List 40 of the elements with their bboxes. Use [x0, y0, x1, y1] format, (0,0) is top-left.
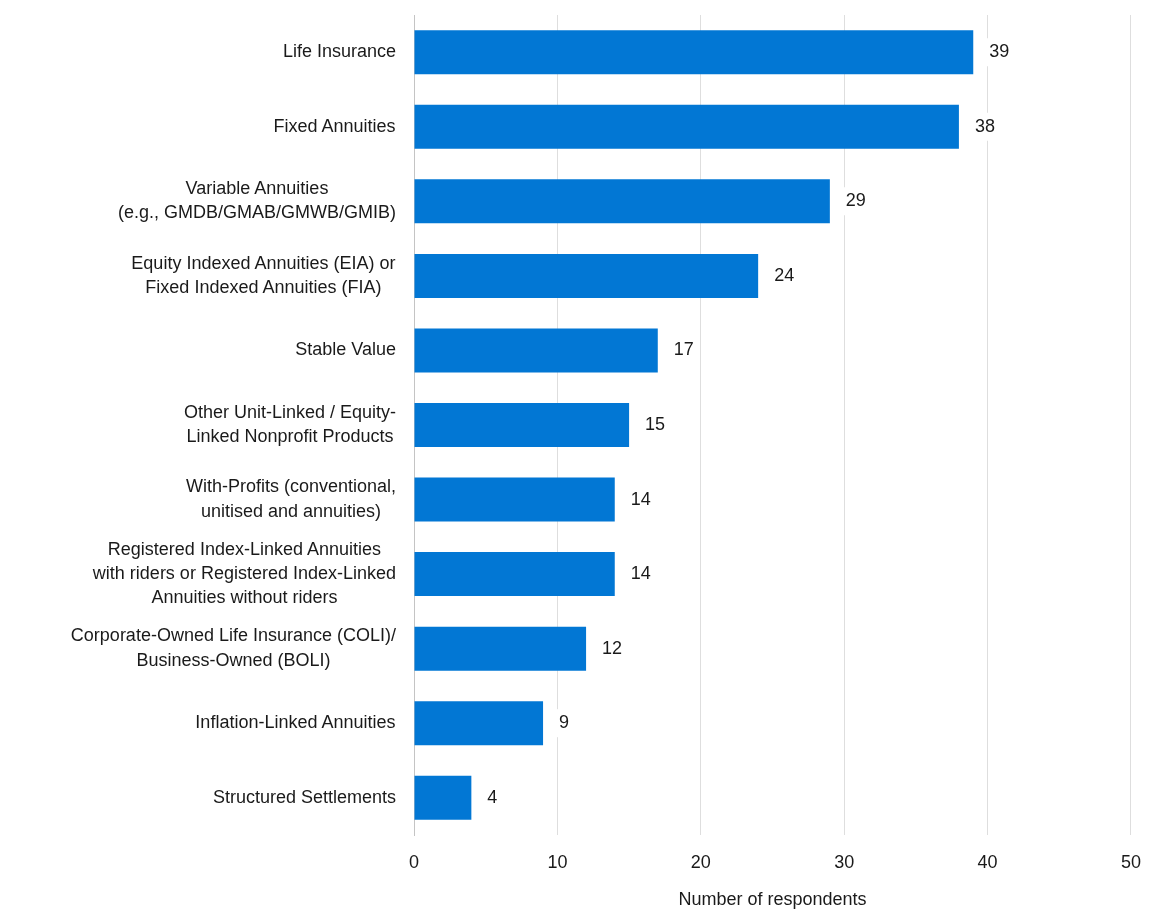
bar: [414, 552, 615, 597]
bar: [414, 104, 959, 149]
bar: [414, 626, 587, 671]
x-tick-label: 20: [690, 851, 711, 872]
data-label: 15: [645, 413, 666, 434]
bar: [414, 179, 830, 224]
bar: [414, 30, 974, 75]
bar: [414, 477, 615, 522]
data-label: 12: [602, 637, 623, 658]
data-label: 24: [774, 264, 795, 285]
data-label: 17: [673, 339, 694, 360]
y-tick-label: Variable Annuities (e.g., GMDB/GMAB/GMWB/GMIB): [117, 178, 396, 223]
y-tick-label: Registered Index-Linked Annuities with riders or Registered Index-Linked Annuities without riders: [91, 538, 397, 608]
x-tick-label: 40: [977, 851, 998, 872]
x-tick-label: 50: [1120, 851, 1141, 872]
x-tick-label: 10: [547, 851, 568, 872]
bar: [414, 701, 544, 746]
y-tick-label: Inflation-Linked Annuities: [195, 712, 396, 733]
x-axis-title: Number of respondents: [678, 889, 867, 910]
y-tick-label: Equity Indexed Annuities (EIA) or Fixed Indexed Annuities (FIA): [131, 252, 396, 298]
data-label: 14: [630, 563, 651, 584]
y-tick-label: Life Insurance: [282, 41, 396, 62]
x-tick-label: 0: [408, 851, 420, 872]
y-tick-label: Corporate-Owned Life Insurance (COLI)/ Business-Owned (BOLI): [70, 625, 397, 670]
y-tick-label: Other Unit-Linked / Equity- Linked Nonprofit Products: [183, 401, 396, 447]
bar: [414, 775, 472, 820]
y-tick-label: With-Profits (conventional, unitised and annuities): [185, 476, 396, 521]
bar: [414, 253, 759, 298]
data-label: 9: [559, 712, 570, 733]
data-label: 4: [487, 786, 498, 807]
data-label: 14: [630, 488, 651, 509]
data-label: 29: [845, 190, 866, 211]
bar: [414, 328, 658, 373]
y-tick-label: Stable Value: [295, 339, 396, 360]
data-label: 39: [989, 41, 1010, 62]
y-tick-label: Structured Settlements: [212, 786, 396, 807]
x-tick-label: 30: [834, 851, 855, 872]
data-label: 38: [974, 115, 995, 136]
y-tick-label: Fixed Annuities: [273, 115, 396, 136]
bar: [414, 403, 630, 447]
